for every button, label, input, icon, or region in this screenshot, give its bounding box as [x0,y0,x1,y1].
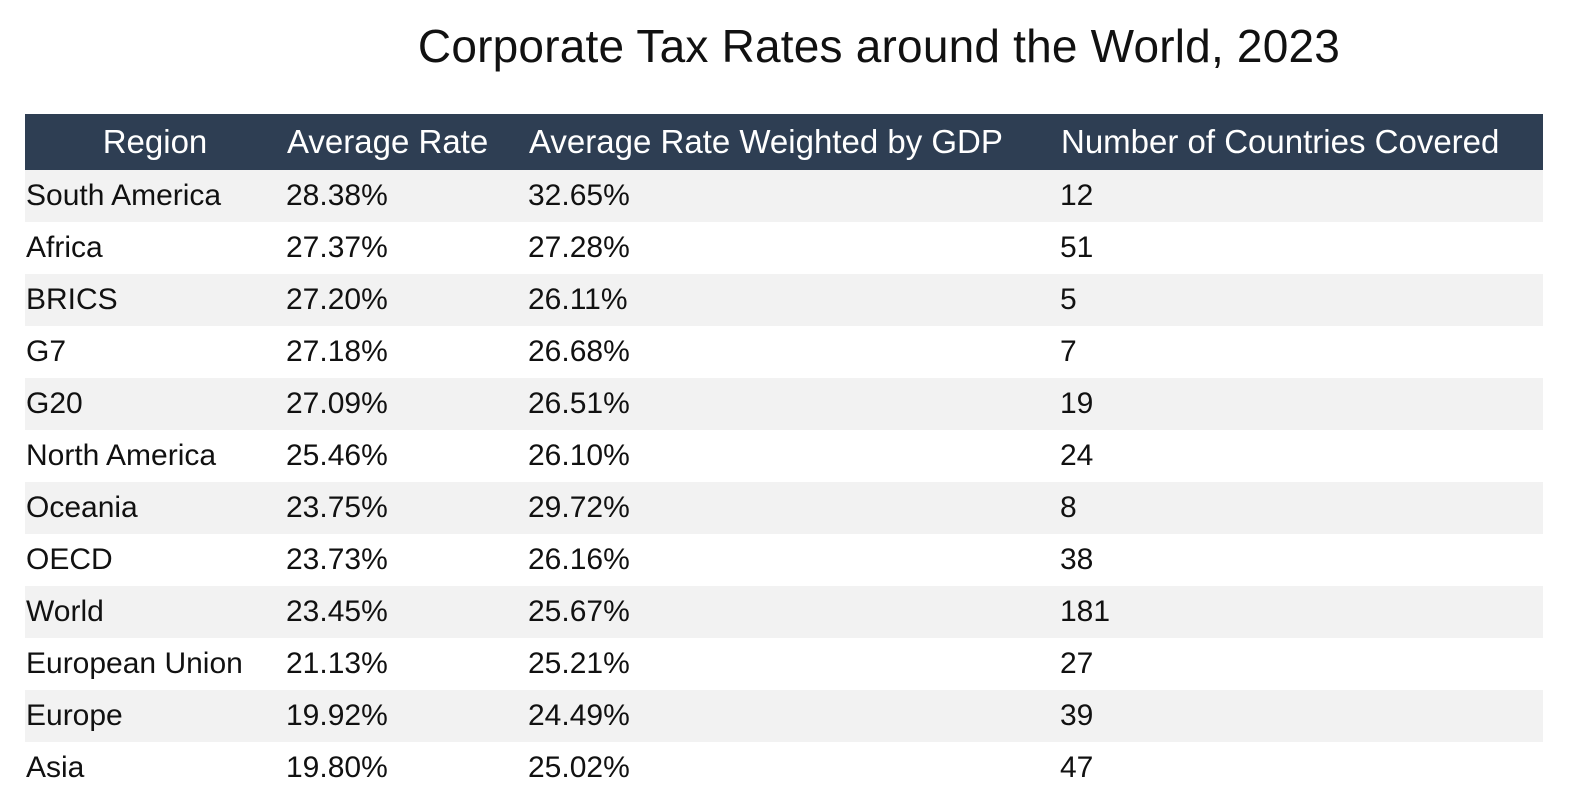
column-header-region: Region [102,123,208,160]
table-row: North America 25.46% 26.10% 24 [25,430,1543,482]
cell-region: G20 [26,387,83,420]
table-row: G7 27.18% 26.68% 7 [25,326,1543,378]
cell-average-rate: 28.38% [286,179,388,212]
cell-weighted-rate: 26.51% [528,387,630,420]
cell-region: G7 [26,335,67,368]
cell-countries-covered: 51 [1060,231,1094,264]
table-row: Asia 19.80% 25.02% 47 [25,742,1543,794]
table-row: Oceania 23.75% 29.72% 8 [25,482,1543,534]
table-row: OECD 23.73% 26.16% 38 [25,534,1543,586]
cell-weighted-rate: 29.72% [528,491,630,524]
chart-title: Corporate Tax Rates around the World, 20… [417,20,1341,72]
table-row: South America 28.38% 32.65% 12 [25,170,1543,222]
cell-region: Europe [26,699,123,732]
cell-average-rate: 23.75% [286,491,388,524]
cell-average-rate: 23.73% [286,543,388,576]
cell-weighted-rate: 25.21% [528,647,630,680]
cell-average-rate: 27.37% [286,231,388,264]
cell-countries-covered: 8 [1060,491,1077,524]
cell-average-rate: 27.20% [286,283,388,316]
cell-countries-covered: 47 [1060,751,1094,784]
column-header-countries-covered: Number of Countries Covered [1061,123,1500,160]
column-header-weighted-rate: Average Rate Weighted by GDP [529,123,1003,160]
cell-average-rate: 19.80% [286,751,388,784]
cell-region: Africa [26,231,103,264]
cell-weighted-rate: 26.68% [528,335,630,368]
table-row: European Union 21.13% 25.21% 27 [25,638,1543,690]
cell-countries-covered: 27 [1060,647,1094,680]
cell-countries-covered: 5 [1060,283,1077,316]
table-row: World 23.45% 25.67% 181 [25,586,1543,638]
cell-weighted-rate: 25.67% [528,595,630,628]
cell-weighted-rate: 24.49% [528,699,630,732]
cell-weighted-rate: 32.65% [528,179,630,212]
cell-weighted-rate: 25.02% [528,751,630,784]
cell-countries-covered: 24 [1060,439,1094,472]
cell-average-rate: 23.45% [286,595,388,628]
cell-countries-covered: 19 [1060,387,1094,420]
cell-average-rate: 25.46% [286,439,388,472]
cell-average-rate: 19.92% [286,699,388,732]
cell-countries-covered: 12 [1060,179,1094,212]
table-row: Europe 19.92% 24.49% 39 [25,690,1543,742]
tax-rates-table: Region Average Rate Average Rate Weighte… [25,114,1543,794]
cell-weighted-rate: 26.11% [528,283,628,316]
cell-region: European Union [26,647,243,680]
cell-weighted-rate: 26.10% [528,439,630,472]
table-row: BRICS 27.20% 26.11% 5 [25,274,1543,326]
table-row: Africa 27.37% 27.28% 51 [25,222,1543,274]
cell-region: Oceania [26,491,138,524]
cell-region: North America [26,439,217,472]
table-row: G20 27.09% 26.51% 19 [25,378,1543,430]
cell-weighted-rate: 27.28% [528,231,630,264]
cell-region: Asia [26,751,85,784]
table-body: South America 28.38% 32.65% 12 Africa 27.37% 2… [25,170,1543,794]
cell-countries-covered: 39 [1060,699,1094,732]
cell-average-rate: 27.18% [286,335,388,368]
table-header-row: Region Average Rate Average Rate Weighte… [25,114,1543,170]
cell-countries-covered: 181 [1060,595,1111,628]
cell-average-rate: 27.09% [286,387,388,420]
cell-region: World [26,595,104,628]
cell-countries-covered: 38 [1060,543,1094,576]
cell-region: OECD [26,543,113,576]
cell-average-rate: 21.13% [286,647,388,680]
cell-weighted-rate: 26.16% [528,543,630,576]
cell-region: South America [26,179,222,212]
cell-countries-covered: 7 [1060,335,1077,368]
cell-region: BRICS [26,283,118,316]
column-header-average-rate: Average Rate [287,123,489,160]
